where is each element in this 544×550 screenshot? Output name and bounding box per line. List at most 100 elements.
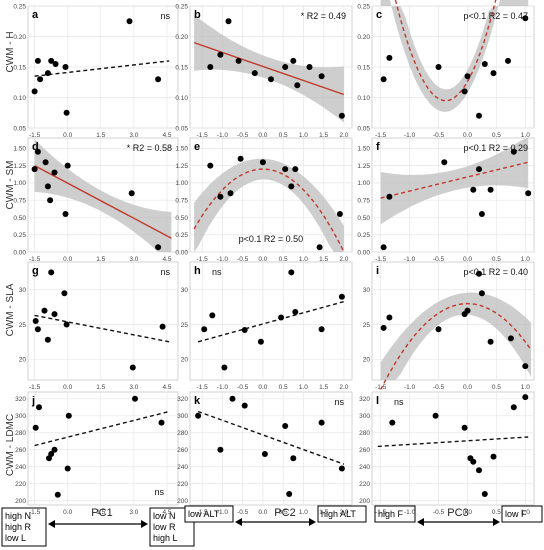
- panel-b: -1.5 -1.0 -0.5 0.0 0.5 1.0 1.5 2.0 0.05 0.10 0.15 0…: [175, 3, 353, 139]
- x-tick-label: 0.0: [463, 384, 472, 391]
- panel-letter: l: [376, 395, 379, 407]
- x-tick-label: -1.0: [404, 509, 416, 516]
- panel-c: -1.5 -1.0 -0.5 0.0 0.5 1.0 0.05 0.10 0.15 0.20 0.2…: [357, 0, 535, 139]
- confidence-band: [380, 0, 529, 112]
- data-point: [282, 423, 289, 429]
- y-tick-label: 0.75: [13, 197, 26, 204]
- data-point: [522, 15, 529, 22]
- data-point: [207, 64, 214, 70]
- x-tick-label: 2.0: [339, 384, 348, 391]
- row-label-ldmc: CWM - LDMC: [5, 414, 16, 476]
- y-tick-label: 0.25: [13, 3, 26, 10]
- x-tick-label: -0.5: [237, 132, 249, 139]
- end-label: high ALT: [321, 509, 356, 519]
- confidence-band: [380, 138, 529, 225]
- x-tick-label: -0.5: [237, 509, 249, 516]
- data-point: [227, 190, 234, 197]
- y-tick-label: 0.20: [13, 34, 26, 41]
- data-point: [282, 166, 289, 173]
- data-point: [34, 148, 41, 155]
- panel-letter: g: [32, 265, 39, 277]
- fit-line: [193, 41, 345, 96]
- x-tick-label: -0.5: [433, 509, 445, 516]
- stat-annotation: ns: [160, 11, 170, 21]
- x-tick-label: -1.0: [404, 256, 416, 263]
- data-point: [132, 395, 138, 402]
- data-point: [476, 166, 482, 173]
- data-point: [34, 57, 41, 64]
- y-tick-label: 0.25: [175, 232, 188, 239]
- y-tick-label: 0.15: [175, 64, 188, 71]
- row-label-h: CWM - H: [5, 31, 16, 72]
- data-point: [44, 183, 51, 190]
- data-point: [389, 419, 396, 426]
- x-tick-label: 1.0: [521, 384, 530, 391]
- x-tick-label: 4.5: [162, 509, 171, 516]
- data-point: [51, 446, 58, 453]
- stat-annotation: * R2 = 0.58: [127, 143, 172, 153]
- data-point: [129, 364, 136, 371]
- data-point: [386, 193, 393, 200]
- y-tick-label: 0.00: [357, 249, 370, 256]
- x-tick-label: -1.5: [29, 509, 41, 516]
- y-tick-label: 25: [181, 322, 189, 329]
- y-tick-label: 220: [177, 481, 188, 488]
- x-tick-label: 0.0: [258, 509, 267, 516]
- panel-g: -1.5 0.0 1.5 3.0 4.5 20 25 30 g ns: [19, 261, 179, 391]
- data-point: [290, 455, 297, 462]
- y-tick-label: 1.50: [357, 146, 370, 153]
- data-point: [65, 412, 72, 419]
- data-point: [441, 159, 448, 166]
- panel-letter: i: [376, 265, 379, 277]
- stat-annotation: ns: [394, 397, 404, 407]
- y-tick-label: 20: [181, 356, 189, 363]
- data-point: [225, 18, 232, 25]
- data-point: [217, 51, 224, 58]
- data-point: [380, 244, 387, 251]
- data-point: [481, 61, 488, 67]
- end-label: low L: [5, 533, 26, 543]
- y-tick-label: 0.25: [13, 232, 26, 239]
- x-tick-label: 1.0: [521, 256, 530, 263]
- x-tick-label: -1.5: [29, 256, 41, 263]
- x-tick-label: 0.0: [258, 384, 267, 391]
- y-tick-label: 0.05: [357, 125, 370, 132]
- data-point: [241, 402, 248, 409]
- x-tick-label: -1.0: [217, 256, 229, 263]
- data-point: [229, 395, 236, 402]
- panel-l: -1.5 -1.0 -0.5 0.0 0.5 1.0 200 220 240 260 280 300 3…: [359, 391, 535, 516]
- row-label-sla: CWM - SLA: [5, 283, 16, 336]
- y-tick-label: 300: [359, 413, 370, 420]
- x-tick-label: 1.5: [96, 509, 105, 516]
- x-tick-label: 0.5: [492, 384, 501, 391]
- x-tick-label: -0.5: [433, 132, 445, 139]
- x-tick-label: 1.5: [96, 384, 105, 391]
- data-point: [42, 159, 49, 166]
- stat-annotation: ns: [334, 397, 344, 407]
- stat-annotation: p<0.1 R2 = 0.47: [463, 11, 528, 21]
- y-tick-label: 30: [19, 287, 27, 294]
- y-tick-label: 25: [19, 322, 27, 329]
- y-tick-label: 220: [15, 481, 26, 488]
- data-point: [37, 76, 44, 83]
- pc2-right-end: high ALT: [317, 505, 367, 523]
- data-point: [36, 404, 42, 411]
- fit-line: [34, 410, 170, 447]
- gridlines: [28, 262, 178, 380]
- y-tick-label: 0.20: [357, 34, 370, 41]
- y-tick-label: 0.05: [13, 125, 26, 132]
- data-point: [47, 197, 54, 204]
- y-tick-label: 320: [359, 396, 370, 403]
- data-point: [306, 64, 313, 70]
- data-point: [32, 318, 39, 324]
- data-point: [32, 424, 39, 431]
- y-tick-label: 280: [15, 430, 26, 437]
- data-point: [31, 88, 38, 95]
- data-point: [61, 290, 68, 297]
- data-point: [64, 465, 71, 472]
- x-tick-label: 0.5: [279, 509, 288, 516]
- data-point: [476, 112, 482, 119]
- y-tick-label: 200: [15, 498, 26, 505]
- data-point: [48, 57, 55, 64]
- data-point: [470, 186, 477, 193]
